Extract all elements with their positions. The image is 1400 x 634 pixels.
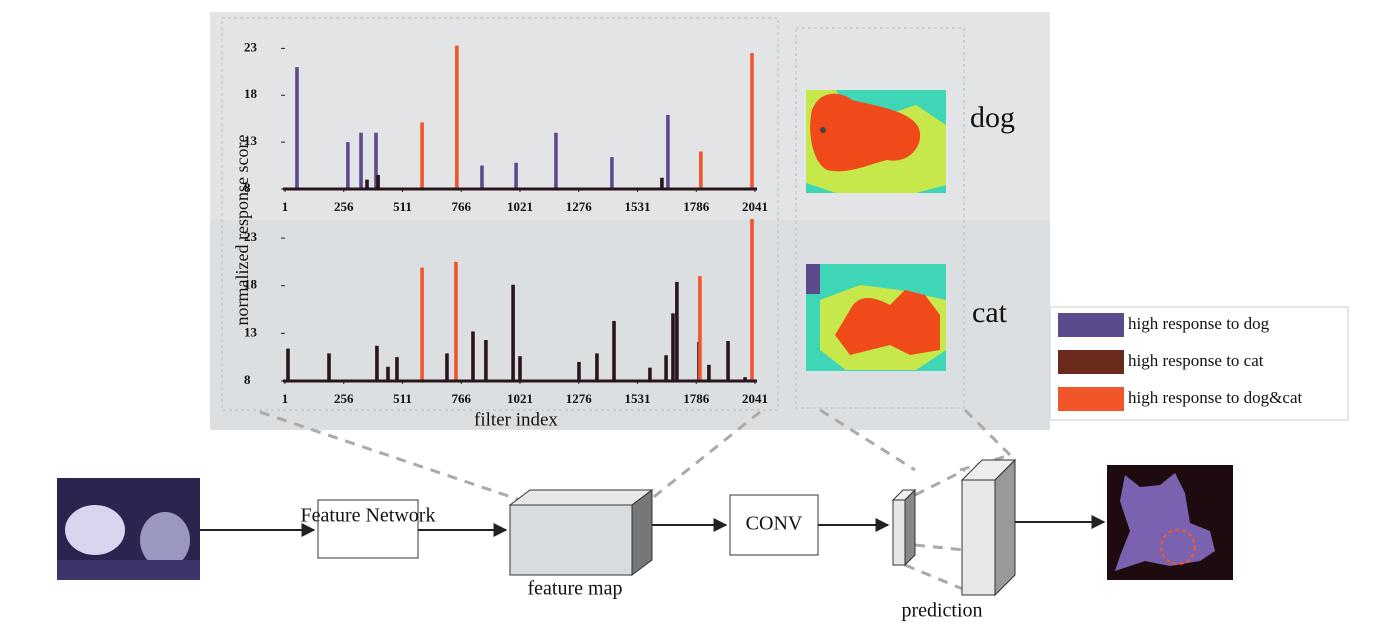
node-label: CONV — [746, 513, 803, 535]
x-tick-label: 1021 — [507, 199, 533, 214]
x-tick-label: 2041 — [742, 199, 768, 214]
class-label: dog — [970, 101, 1015, 134]
bar — [511, 284, 515, 381]
bar — [612, 320, 616, 381]
cat-heatmap — [806, 264, 946, 371]
bar — [577, 361, 581, 381]
y-axis-label: normalized response score — [232, 135, 252, 326]
node-label: Feature Network — [301, 505, 436, 527]
chart-frame — [221, 17, 779, 411]
bar — [295, 67, 299, 189]
x-tick-label: 1786 — [683, 391, 710, 406]
output-mask — [1107, 465, 1233, 580]
x-tick-label: 256 — [334, 199, 354, 214]
bar — [554, 132, 558, 189]
y-tick-label: 8 — [244, 180, 251, 195]
bar — [327, 353, 331, 381]
node-box — [317, 499, 419, 559]
x-tick-label: 256 — [334, 391, 354, 406]
y-tick-label: 18 — [244, 86, 258, 101]
x-axis-label: filter index — [474, 409, 558, 430]
bar — [707, 364, 711, 381]
dog-heatmap — [806, 90, 946, 193]
bar — [484, 340, 488, 381]
bar — [386, 366, 390, 381]
bar — [455, 45, 459, 189]
legend-swatch — [1058, 350, 1124, 374]
node-box — [729, 494, 819, 556]
bar — [374, 132, 378, 189]
x-tick-label: 1 — [282, 199, 289, 214]
bar — [514, 162, 518, 189]
feature-map-cube — [508, 489, 654, 576]
x-tick-label: 1531 — [625, 199, 651, 214]
x-tick-label: 511 — [393, 199, 412, 214]
bar — [359, 132, 363, 189]
bar — [365, 179, 369, 189]
bar — [750, 219, 754, 381]
bar — [471, 331, 475, 381]
x-tick-label: 1531 — [625, 391, 651, 406]
bar — [671, 313, 675, 381]
bar — [518, 356, 522, 381]
x-tick-label: 1786 — [683, 199, 710, 214]
bar — [445, 353, 449, 381]
x-tick-label: 766 — [452, 391, 472, 406]
bar — [376, 174, 380, 189]
bar — [420, 122, 424, 189]
bar — [664, 355, 668, 381]
bar — [666, 114, 670, 189]
input-image — [57, 478, 200, 580]
bar — [420, 267, 424, 381]
y-tick-label: 13 — [244, 133, 258, 148]
bar — [346, 142, 350, 189]
bar — [750, 53, 754, 189]
bar — [480, 165, 484, 189]
legend-label: high response to dog&cat — [1128, 388, 1302, 407]
class-label: cat — [972, 296, 1008, 329]
y-tick-label: 18 — [244, 277, 258, 292]
prediction-slabs — [891, 458, 1017, 597]
y-tick-label: 8 — [244, 372, 251, 387]
bar — [698, 276, 702, 381]
y-tick-label: 13 — [244, 324, 258, 339]
bar — [726, 340, 730, 381]
bar — [375, 345, 379, 381]
arrows — [200, 515, 1106, 537]
bar — [286, 348, 290, 381]
legend-label: high response to cat — [1128, 351, 1264, 370]
x-tick-label: 1276 — [566, 199, 593, 214]
bar — [454, 261, 458, 381]
legend-label: high response to dog — [1128, 314, 1270, 333]
bar — [743, 377, 747, 381]
bar — [648, 367, 652, 381]
map-frame — [795, 27, 965, 409]
bar — [675, 281, 679, 381]
legend: high response to dog high response to cat… — [1058, 313, 1302, 411]
x-tick-label: 1 — [282, 391, 289, 406]
bar — [595, 353, 599, 381]
x-tick-label: 1021 — [507, 391, 533, 406]
x-tick-label: 2041 — [742, 391, 768, 406]
bar — [395, 357, 399, 381]
bar — [699, 151, 703, 189]
bar — [610, 157, 614, 189]
y-tick-label: 23 — [244, 39, 258, 54]
node-label: feature map — [528, 578, 623, 600]
legend-swatch — [1058, 313, 1124, 337]
bar — [660, 177, 664, 189]
x-tick-label: 1276 — [566, 391, 593, 406]
node-label: prediction — [901, 600, 982, 622]
y-tick-label: 23 — [244, 229, 258, 244]
x-tick-label: 511 — [393, 391, 412, 406]
legend-swatch — [1058, 387, 1124, 411]
x-tick-label: 766 — [452, 199, 472, 214]
